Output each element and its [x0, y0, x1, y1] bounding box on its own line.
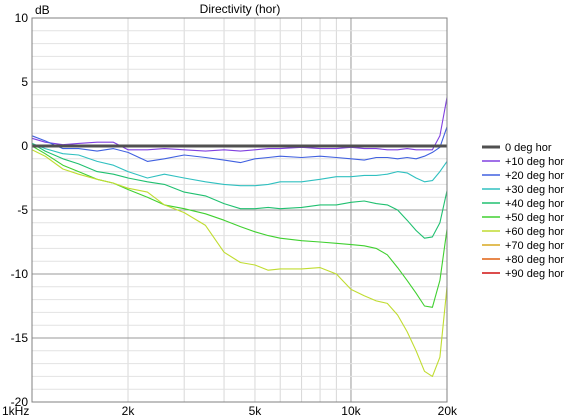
- x-tick-labels: 1kHz 2k 5k 10k 20k: [2, 404, 458, 418]
- x-tick-label: 20k: [438, 404, 458, 418]
- x-tick-label: 2k: [122, 404, 136, 418]
- legend-label: +60 deg hor: [505, 226, 564, 238]
- legend-label: +90 deg hor: [505, 268, 564, 280]
- y-tick-label: 5: [21, 75, 28, 89]
- series-line-1: [31, 97, 448, 152]
- legend-label: +30 deg hor: [505, 184, 564, 196]
- y-tick-label: -15: [11, 331, 29, 345]
- x-tick-label: 10k: [341, 404, 361, 418]
- legend-label: +70 deg hor: [505, 240, 564, 252]
- y-tick-label: -5: [17, 203, 28, 217]
- legend-label: +80 deg hor: [505, 254, 564, 266]
- y-tick-label: 10: [15, 11, 29, 25]
- grid-lines: [32, 18, 447, 402]
- y-tick-labels: 10 5 0 -5 -10 -15 -20: [11, 11, 29, 409]
- chart-title: Directivity (hor): [200, 2, 281, 16]
- x-tick-label: 5k: [249, 404, 263, 418]
- series-line-4: [31, 142, 448, 239]
- legend-label: +40 deg hor: [505, 198, 564, 210]
- y-tick-label: -20: [11, 395, 29, 409]
- legend: 0 deg hor +10 deg hor +20 deg hor +30 deg h…: [482, 142, 564, 280]
- x-tick-label: 1kHz: [2, 404, 29, 418]
- series-line-2: [31, 126, 448, 164]
- y-tick-label: -10: [11, 267, 29, 281]
- series-line-3: [31, 142, 448, 187]
- series-lines: [31, 97, 448, 377]
- legend-label: +50 deg hor: [505, 212, 564, 224]
- legend-label: +20 deg hor: [505, 170, 564, 182]
- legend-label: +10 deg hor: [505, 156, 564, 168]
- legend-label: 0 deg hor: [505, 142, 552, 154]
- y-tick-label: 0: [21, 139, 28, 153]
- plot-frame: [31, 17, 448, 403]
- series-line-6: [31, 149, 448, 377]
- y-axis-label: dB: [35, 3, 50, 17]
